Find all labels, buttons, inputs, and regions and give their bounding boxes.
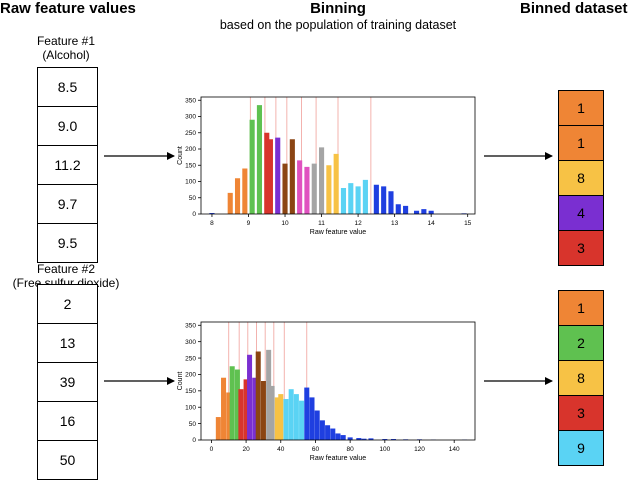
x-tick-label: 10 (281, 220, 289, 227)
x-tick-label: 100 (379, 446, 390, 453)
histogram-bar (319, 147, 324, 214)
histogram-bar (334, 154, 339, 214)
histogram-bar (283, 399, 288, 440)
y-tick-label: 50 (189, 421, 197, 428)
histogram-bar (289, 389, 294, 440)
y-tick-label: 100 (185, 179, 196, 186)
histogram-bar (363, 180, 368, 214)
y-axis-label: Count (177, 146, 184, 165)
y-axis-label: Count (177, 372, 184, 391)
x-tick-label: 120 (414, 446, 425, 453)
y-tick-label: 150 (185, 388, 196, 395)
histogram-bar (341, 188, 346, 214)
histogram-bar (275, 138, 280, 214)
x-tick-label: 8 (210, 220, 214, 227)
x-tick-label: 40 (277, 446, 285, 453)
histogram-bar (256, 352, 261, 441)
x-axis-label: Raw feature value (310, 455, 367, 462)
y-tick-label: 200 (185, 372, 196, 379)
histogram-bar (282, 164, 287, 214)
x-tick-label: 12 (354, 220, 362, 227)
histogram-bar (403, 206, 408, 214)
histogram-bar (341, 435, 346, 440)
x-tick-label: 15 (464, 220, 472, 227)
histogram-bar (290, 139, 295, 214)
histogram-bar (330, 429, 335, 440)
x-tick-label: 14 (428, 220, 436, 227)
histogram-bar (312, 164, 317, 214)
y-tick-label: 0 (192, 211, 196, 218)
histogram-bar (388, 191, 393, 214)
y-tick-label: 350 (185, 97, 196, 104)
sulfur-dioxide-histogram: 0 20 40 60 80 100 120 140 0 50 100 150 200 250 300 350 R… (177, 322, 475, 462)
histogram-bar (299, 401, 304, 440)
y-tick-label: 300 (185, 339, 196, 346)
y-tick-label: 300 (185, 114, 196, 121)
x-tick-label: 13 (391, 220, 399, 227)
x-tick-label: 9 (247, 220, 251, 227)
histogram-bar (421, 209, 426, 214)
y-tick-label: 200 (185, 146, 196, 153)
x-tick-label: 140 (449, 446, 460, 453)
histogram-bar (309, 397, 314, 440)
y-tick-label: 100 (185, 404, 196, 411)
histogram-bar (297, 160, 302, 214)
x-tick-label: 20 (242, 446, 250, 453)
x-tick-label: 80 (347, 446, 355, 453)
histogram-bar (235, 178, 240, 214)
y-tick-label: 50 (189, 195, 197, 202)
x-axis-label: Raw feature value (310, 229, 367, 236)
y-tick-label: 250 (185, 130, 196, 137)
histogram-bar (294, 394, 299, 440)
histogram-bar (374, 185, 379, 214)
histogram-bar (325, 425, 330, 440)
histogram-bar (304, 388, 309, 440)
histogram-bar (257, 105, 262, 214)
histogram-bar (335, 433, 340, 440)
histogram-bar (242, 169, 247, 215)
histogram-bar (315, 411, 320, 441)
histogram-bar (429, 211, 434, 214)
histogram-bar (381, 186, 386, 214)
histogram-bar (247, 355, 252, 440)
x-tick-label: 11 (318, 220, 325, 227)
histogram-bar (250, 120, 255, 214)
histogram-bar (278, 394, 283, 440)
histogram-bar (216, 417, 221, 440)
histogram-bar (270, 386, 275, 440)
y-tick-label: 0 (192, 437, 196, 444)
histogram-bar (228, 193, 233, 214)
y-tick-label: 150 (185, 162, 196, 169)
histogram-bar (238, 389, 243, 440)
histogram-bar (221, 378, 226, 440)
histogram-bar (348, 183, 353, 214)
histogram-bar (326, 165, 331, 214)
histogram-bar (414, 211, 419, 214)
histogram-bar (320, 420, 325, 440)
histogram-bar (356, 186, 361, 214)
x-tick-label: 60 (312, 446, 320, 453)
histogram-bar (230, 366, 235, 440)
histogram-bar (261, 381, 266, 440)
histogram-bar (396, 204, 401, 214)
histogram-bar (268, 139, 273, 214)
histogram-bar (304, 167, 309, 214)
x-tick-label: 0 (210, 446, 214, 453)
y-tick-label: 350 (185, 322, 196, 329)
y-tick-label: 250 (185, 355, 196, 362)
